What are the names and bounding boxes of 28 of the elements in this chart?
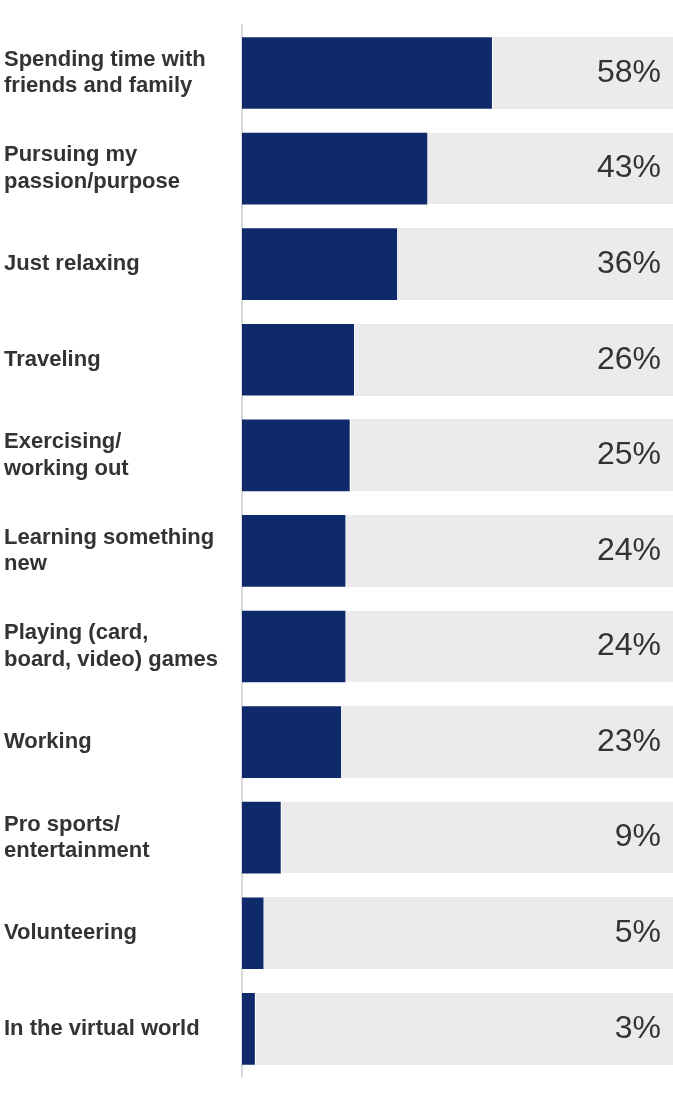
data-label: 24% bbox=[596, 626, 661, 663]
y-tick-label: Volunteering bbox=[4, 919, 137, 945]
bar bbox=[241, 801, 281, 874]
data-label: 5% bbox=[614, 913, 661, 950]
data-label: 43% bbox=[596, 148, 661, 185]
data-label: 26% bbox=[596, 339, 661, 376]
data-label: 25% bbox=[596, 435, 661, 472]
y-tick-label: In the virtual world bbox=[4, 1014, 200, 1040]
bar bbox=[241, 515, 346, 587]
data-label: 9% bbox=[614, 817, 661, 854]
bar bbox=[241, 706, 342, 778]
y-tick-label: Exercising/ working out bbox=[3, 428, 130, 480]
y-tick-label: Learning something new bbox=[4, 523, 215, 576]
data-label: 23% bbox=[596, 721, 661, 758]
bar bbox=[241, 992, 255, 1065]
data-label: 24% bbox=[596, 530, 661, 567]
y-tick-label: Pursuing my passion/purpose bbox=[4, 141, 181, 193]
y-tick-label: Spending time with friends and family bbox=[4, 45, 206, 98]
data-label: 58% bbox=[596, 52, 661, 89]
bar bbox=[241, 610, 346, 683]
y-tick-label: Playing (card, board, video) games bbox=[4, 619, 218, 671]
y-tick-label: Working bbox=[4, 728, 92, 754]
y-tick-label: Traveling bbox=[4, 345, 101, 371]
y-tick-label: Just relaxing bbox=[4, 250, 140, 276]
y-tick-label: Pro sports/ entertainment bbox=[4, 810, 151, 862]
bar bbox=[241, 897, 264, 970]
data-label: 36% bbox=[596, 243, 661, 280]
data-label: 3% bbox=[614, 1008, 661, 1045]
